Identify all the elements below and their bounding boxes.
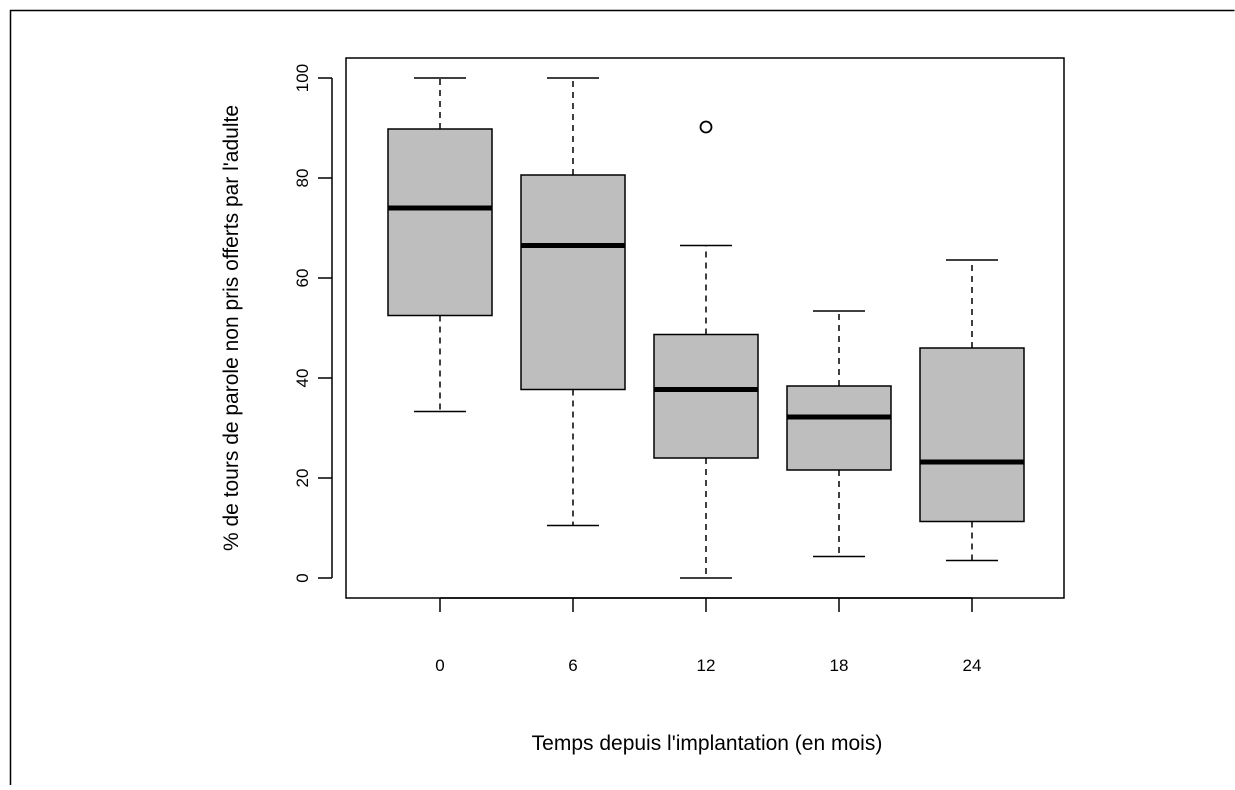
y-tick-label: 40 bbox=[293, 369, 312, 388]
plot-area: 0 20 40 60 80 100 0 6 12 18 24 bbox=[293, 57, 1065, 675]
box-0 bbox=[387, 128, 493, 317]
y-tick-label: 80 bbox=[293, 169, 312, 188]
y-tick-label: 60 bbox=[293, 269, 312, 288]
box-24 bbox=[919, 347, 1025, 523]
box-12 bbox=[653, 333, 759, 459]
outlier-point bbox=[699, 120, 713, 134]
box-6 bbox=[520, 174, 626, 391]
x-tick-label: 12 bbox=[697, 656, 716, 675]
x-axis-label: Temps depuis l'implantation (en mois) bbox=[532, 732, 883, 755]
y-tick-label: 100 bbox=[293, 64, 312, 92]
x-tick-label: 24 bbox=[963, 656, 982, 675]
y-axis-label: % de tours de parole non pris offerts pa… bbox=[220, 105, 243, 551]
y-tick-label: 20 bbox=[293, 469, 312, 488]
box-18 bbox=[786, 385, 892, 471]
x-tick-label: 18 bbox=[830, 656, 849, 675]
x-tick-label: 0 bbox=[435, 656, 444, 675]
y-tick-label: 0 bbox=[293, 573, 312, 582]
x-tick-label: 6 bbox=[568, 656, 577, 675]
figure-frame bbox=[9, 9, 1235, 785]
